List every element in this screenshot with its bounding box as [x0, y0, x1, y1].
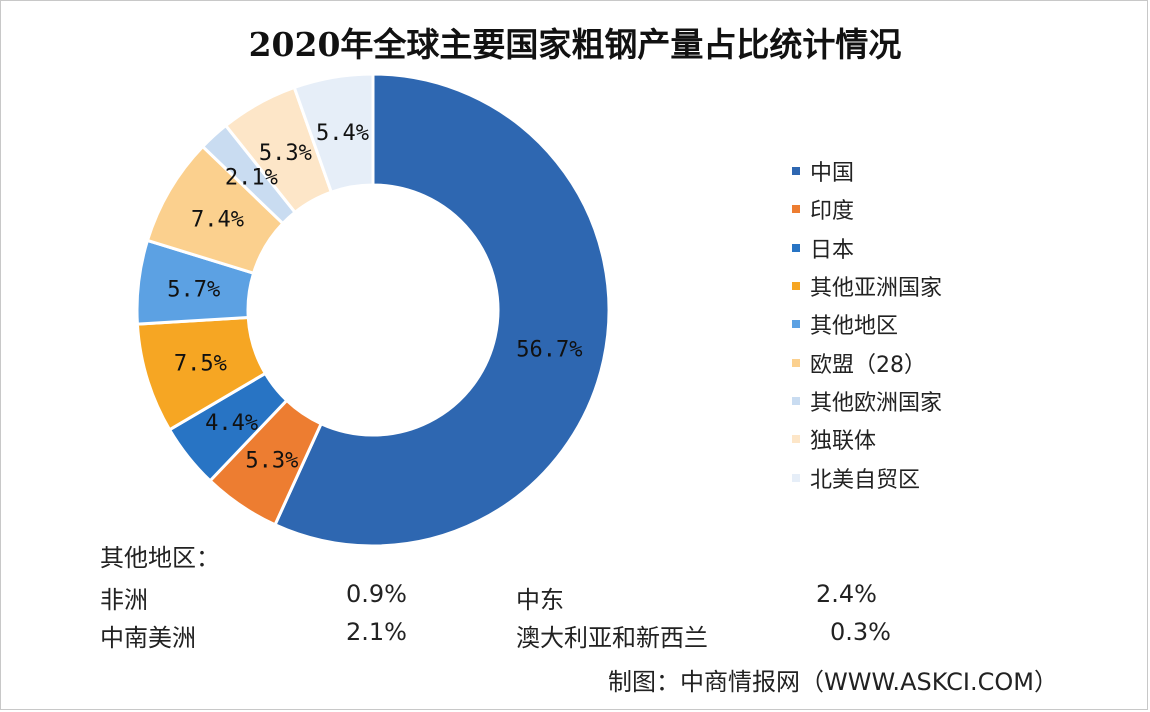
- legend-label: 其他地区: [810, 314, 899, 340]
- slice-labels: 56.7%5.3%4.4%7.5%5.7%7.4%2.1%5.3%5.4%: [167, 121, 582, 473]
- legend-item: 日本: [792, 229, 942, 267]
- legend-item: 欧盟（28）: [792, 343, 942, 381]
- region-name: 中南美洲: [100, 624, 196, 652]
- slice-label: 5.7%: [167, 277, 220, 302]
- slice-label: 56.7%: [516, 337, 582, 362]
- region-value: 0.9%: [346, 580, 407, 608]
- legend-swatch: [792, 205, 800, 214]
- other-regions-table: 其他地区： 非洲 0.9% 中东 2.4% 中南美洲 2.1% 澳大利亚和新西兰…: [100, 538, 900, 652]
- legend-label: 独联体: [810, 429, 877, 455]
- slice-label: 7.5%: [174, 352, 227, 377]
- legend-swatch: [792, 473, 800, 482]
- legend: 中国印度日本其他亚洲国家 其他地区欧盟（28） 其他欧洲国家 独联体北美自贸区: [792, 152, 942, 497]
- slice-8: [292, 72, 375, 195]
- legend-label: 其他欧洲国家: [810, 390, 943, 416]
- legend-label: 印度: [810, 199, 855, 225]
- legend-label: 欧盟（28）: [810, 352, 926, 378]
- region-value: 0.3%: [830, 618, 891, 646]
- slice-0: [273, 72, 611, 548]
- legend-swatch: [792, 320, 800, 329]
- region-name: 中东: [516, 586, 564, 614]
- legend-swatch: [792, 167, 800, 176]
- legend-item: 北美自贸区: [792, 458, 942, 496]
- other-regions-heading: 其他地区：: [100, 544, 220, 572]
- donut-slices: [135, 72, 611, 548]
- legend-item: 其他亚洲国家: [792, 267, 942, 305]
- legend-swatch: [792, 243, 800, 252]
- legend-swatch: [792, 358, 800, 367]
- slice-label: 4.4%: [205, 411, 258, 436]
- slice-label: 2.1%: [225, 166, 278, 191]
- legend-item: 印度: [792, 190, 942, 228]
- legend-item: 中国: [792, 152, 942, 190]
- legend-label: 北美自贸区: [810, 467, 921, 493]
- slice-label: 5.3%: [245, 448, 298, 473]
- region-name: 非洲: [100, 586, 148, 614]
- legend-swatch: [792, 282, 800, 291]
- slice-label: 5.4%: [316, 121, 369, 146]
- legend-label: 日本: [810, 237, 855, 263]
- legend-label: 中国: [810, 161, 855, 187]
- legend-label: 其他亚洲国家: [810, 276, 943, 302]
- slice-label: 7.4%: [191, 207, 244, 232]
- legend-item: 其他欧洲国家: [792, 382, 942, 420]
- legend-item: 独联体: [792, 420, 942, 458]
- legend-item: 其他地区: [792, 305, 942, 343]
- region-value: 2.1%: [346, 618, 407, 646]
- legend-swatch: [792, 435, 800, 444]
- legend-swatch: [792, 396, 800, 405]
- chart-title: 2020年全球主要国家粗钢产量占比统计情况: [248, 25, 902, 64]
- source-note: 制图：中商情报网（WWW.ASKCI.COM）: [608, 668, 1058, 696]
- region-name: 澳大利亚和新西兰: [516, 624, 708, 652]
- slice-label: 5.3%: [259, 141, 312, 166]
- region-value: 2.4%: [816, 580, 877, 608]
